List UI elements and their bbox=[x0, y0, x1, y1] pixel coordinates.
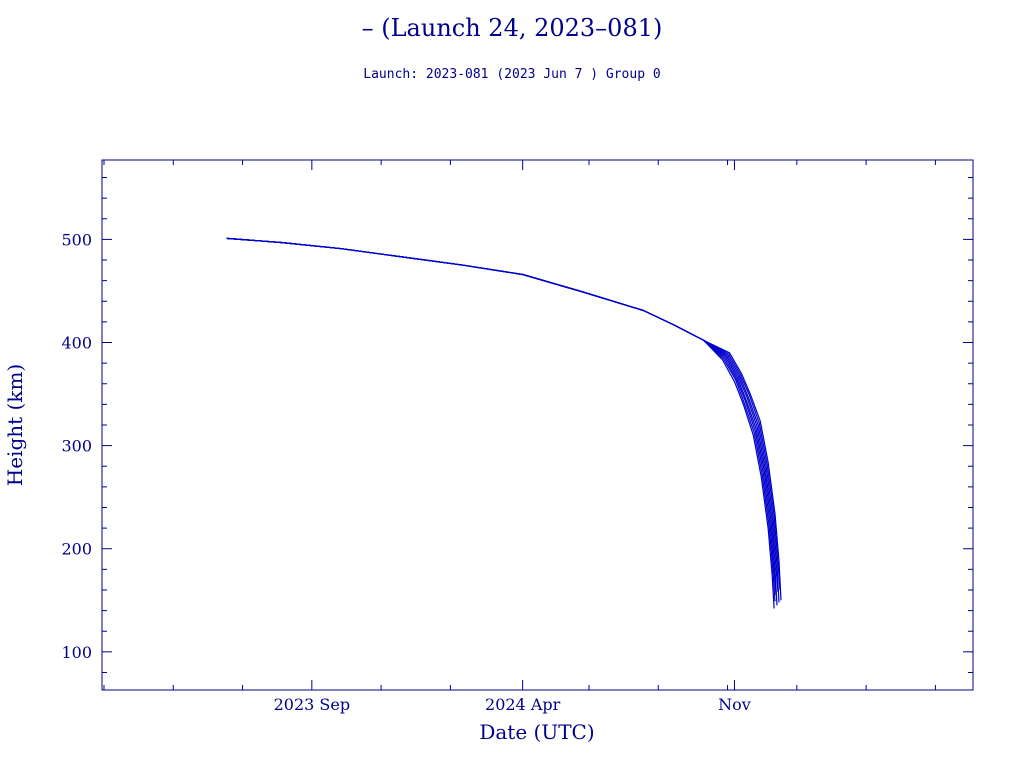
y-tick-label: 400 bbox=[61, 334, 92, 353]
decay-line-5 bbox=[226, 237, 779, 593]
decay-line-2 bbox=[226, 237, 776, 602]
y-tick-label: 200 bbox=[61, 540, 92, 559]
decay-line-7 bbox=[226, 237, 781, 591]
chart-subtitle: Launch: 2023-081 (2023 Jun 7 ) Group 0 bbox=[363, 67, 661, 82]
plot-frame bbox=[101, 159, 974, 691]
y-tick-label: 300 bbox=[61, 437, 92, 456]
y-tick-label: 100 bbox=[61, 643, 92, 662]
tick-labels: 100 200 300 400 500 2023 Sep 2024 Apr Nov bbox=[61, 230, 750, 714]
decay-line-6 bbox=[226, 237, 780, 603]
series-group bbox=[226, 237, 782, 609]
x-axis-title: Date (UTC) bbox=[479, 720, 594, 744]
x-tick-label: Nov bbox=[718, 695, 751, 714]
x-tick-label: 2024 Apr bbox=[485, 695, 561, 714]
x-tick-label: 2023 Sep bbox=[274, 695, 350, 714]
decay-line-3 bbox=[226, 237, 777, 596]
decay-line-1 bbox=[226, 237, 775, 609]
axis-ticks bbox=[102, 160, 973, 690]
chart-title: – (Launch 24, 2023–081) bbox=[361, 14, 663, 42]
decay-line-4 bbox=[226, 237, 778, 606]
y-axis-title: Height (km) bbox=[3, 364, 27, 486]
decay-line-8 bbox=[226, 237, 782, 601]
y-tick-label: 500 bbox=[61, 230, 92, 249]
